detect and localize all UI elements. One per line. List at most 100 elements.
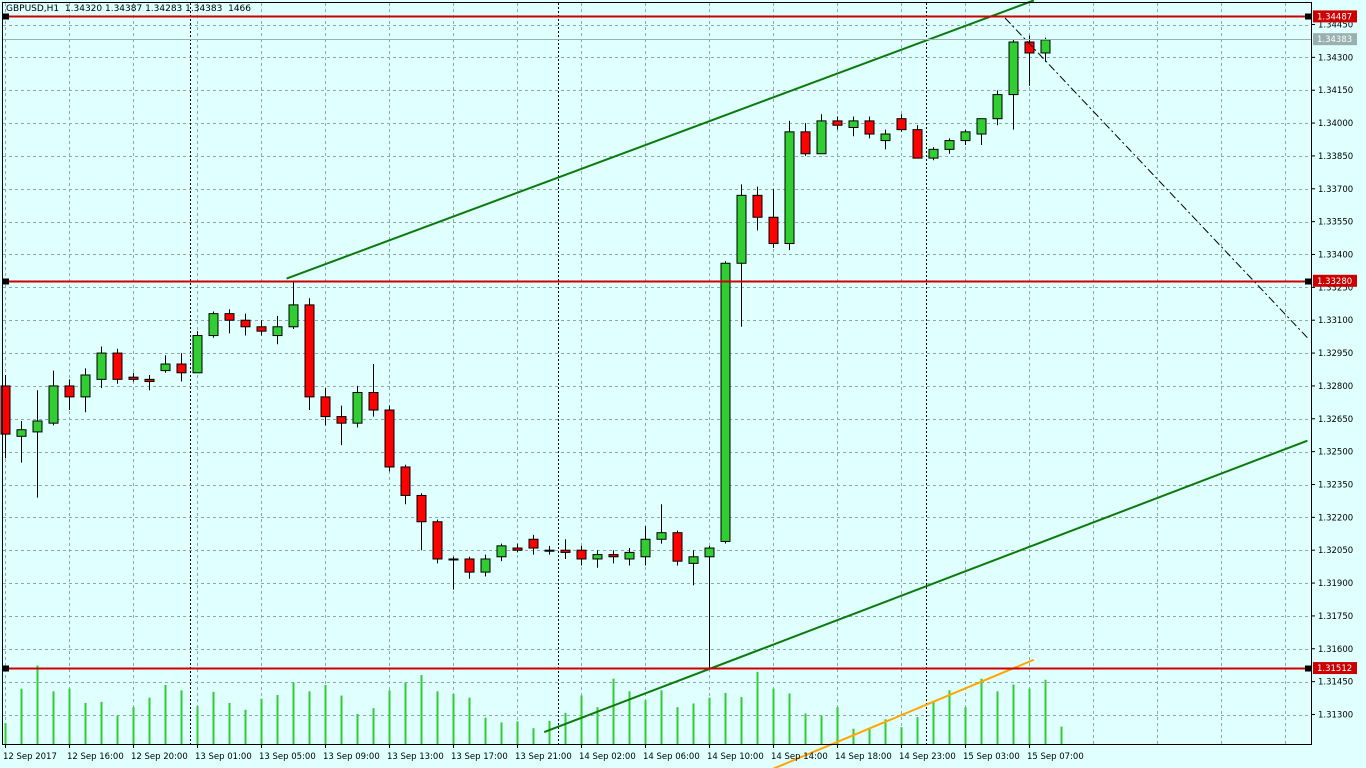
candle[interactable] (368, 364, 379, 417)
candle-body-bear (128, 376, 139, 380)
candle[interactable] (512, 543, 523, 553)
line-anchor-right[interactable] (1305, 278, 1311, 285)
candle[interactable] (720, 261, 731, 544)
candle[interactable] (64, 379, 75, 411)
candle[interactable] (480, 554, 491, 577)
dashed-projection-line[interactable] (1004, 17, 1308, 339)
candle[interactable] (576, 545, 587, 566)
candle[interactable] (768, 188, 779, 248)
candle[interactable] (16, 420, 27, 463)
candle[interactable] (240, 313, 251, 336)
orange-trend-line[interactable] (746, 658, 1035, 768)
candle[interactable] (384, 405, 395, 472)
candle[interactable] (496, 543, 507, 562)
candle-body-bull (624, 551, 635, 560)
candle[interactable] (544, 545, 555, 555)
candle-body-bull (192, 335, 203, 374)
candle-body-bear (912, 129, 923, 159)
candle[interactable] (928, 147, 939, 161)
candle[interactable] (160, 355, 171, 373)
candle[interactable] (688, 550, 699, 586)
bid-price-box (1313, 33, 1357, 46)
candle[interactable] (816, 114, 827, 155)
candle-body-bear (1024, 41, 1035, 54)
candle[interactable] (80, 368, 91, 413)
candle[interactable] (624, 548, 635, 566)
candle-body-bear (336, 416, 347, 424)
candle[interactable] (864, 116, 875, 139)
candle-body-bull (352, 392, 363, 424)
candle[interactable] (560, 539, 571, 559)
y-tick-label: 1.33700 (1318, 185, 1353, 195)
channel-upper-line[interactable] (286, 0, 1035, 280)
candle-body-bull (960, 131, 971, 142)
candles[interactable] (0, 35, 1051, 669)
candle-body-bull (784, 131, 795, 245)
candle[interactable] (336, 405, 347, 446)
candle[interactable] (528, 534, 539, 555)
candle[interactable] (192, 331, 203, 374)
candle[interactable] (416, 493, 427, 551)
line-anchor-right[interactable] (1305, 665, 1311, 672)
candle[interactable] (736, 184, 747, 327)
candle[interactable] (592, 550, 603, 568)
candle[interactable] (448, 556, 459, 590)
candle[interactable] (976, 118, 987, 145)
candle[interactable] (672, 530, 683, 566)
candle-body-bull (32, 420, 43, 433)
candle[interactable] (896, 114, 907, 132)
candle[interactable] (112, 348, 123, 384)
y-tick-label: 1.31300 (1318, 711, 1353, 721)
line-anchor-right[interactable] (1305, 13, 1311, 20)
price-box (1313, 274, 1357, 287)
candle[interactable] (304, 298, 315, 411)
candle-body-bull (480, 558, 491, 573)
candle[interactable] (96, 346, 107, 389)
candle[interactable] (128, 372, 139, 382)
candle[interactable] (256, 320, 267, 336)
candle[interactable] (784, 120, 795, 251)
candle[interactable] (608, 550, 619, 564)
drawn-objects[interactable] (3, 0, 1311, 768)
candle[interactable] (880, 129, 891, 150)
candle-body-bear (896, 118, 907, 131)
candle-body-bear (256, 326, 267, 332)
candle[interactable] (224, 309, 235, 334)
channel-lower-line[interactable] (543, 439, 1308, 733)
line-anchor-left[interactable] (3, 278, 9, 285)
candle[interactable] (48, 370, 59, 426)
candle[interactable] (32, 390, 43, 498)
candle[interactable] (320, 388, 331, 426)
candle[interactable] (176, 353, 187, 382)
candle[interactable] (944, 138, 955, 154)
candle[interactable] (144, 374, 155, 391)
candle[interactable] (656, 504, 667, 544)
candle[interactable] (832, 116, 843, 130)
candle[interactable] (704, 545, 715, 669)
candle[interactable] (992, 90, 1003, 126)
candle-body-bull (208, 313, 219, 337)
candle[interactable] (640, 526, 651, 566)
candle[interactable] (432, 519, 443, 564)
candle[interactable] (960, 129, 971, 145)
candle[interactable] (208, 311, 219, 338)
candle[interactable] (0, 374, 11, 459)
line-anchor-left[interactable] (3, 13, 9, 20)
candle-body-bull (96, 352, 107, 380)
candle[interactable] (752, 186, 763, 231)
candle[interactable] (848, 116, 859, 137)
candle[interactable] (272, 315, 283, 345)
candle[interactable] (912, 125, 923, 159)
candle[interactable] (800, 123, 811, 156)
candle[interactable] (288, 280, 299, 329)
candle[interactable] (400, 464, 411, 505)
volume-bars (4, 665, 1063, 744)
candle[interactable] (352, 385, 363, 428)
candle[interactable] (1008, 39, 1019, 130)
candle[interactable] (464, 556, 475, 579)
plot-frame (2, 2, 1312, 745)
candle-body-bull (80, 374, 91, 398)
line-anchor-left[interactable] (3, 665, 9, 672)
